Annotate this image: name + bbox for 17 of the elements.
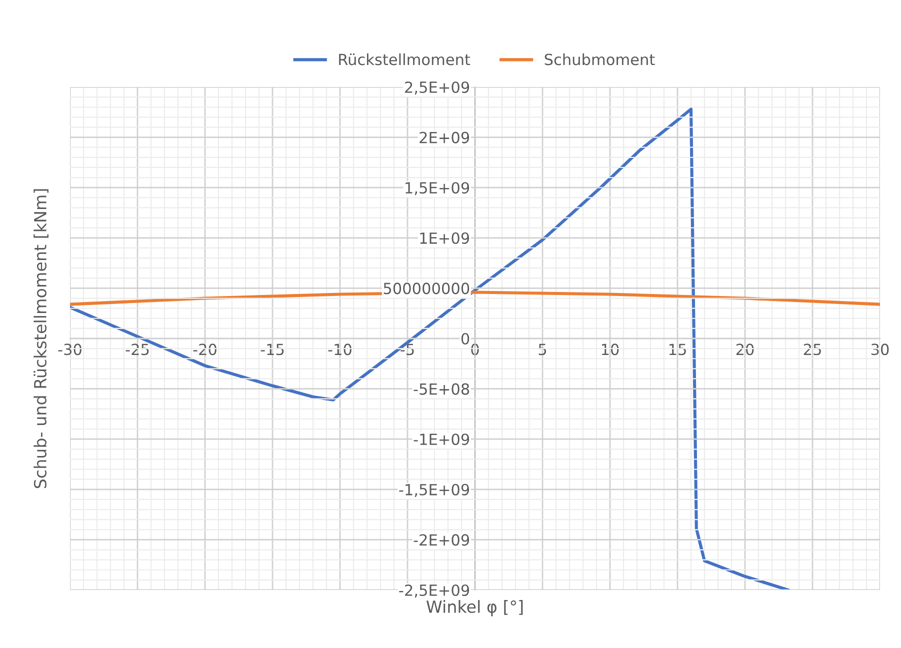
y-axis-title: Schub- und Rückstellmoment [kNm] <box>34 189 48 488</box>
y-tick-label: 500000000 <box>384 282 470 294</box>
y-tick-label: -2E+09 <box>414 534 470 546</box>
y-tick-label: -1E+09 <box>414 434 470 446</box>
x-tick-label: -30 <box>58 344 82 356</box>
y-tick-label: -2,5E+09 <box>399 584 470 598</box>
y-tick-label: 2E+09 <box>420 132 470 144</box>
y-tick-label: 1E+09 <box>420 232 470 244</box>
legend-label: Rückstellmoment <box>339 53 470 66</box>
y-tick-label: -1,5E+09 <box>399 484 470 497</box>
x-axis-title: Winkel φ [°] <box>426 600 523 616</box>
y-tick-label: 0 <box>461 332 470 345</box>
x-tick-label: 30 <box>871 344 889 356</box>
legend-label: Schubmoment <box>544 53 655 66</box>
y-tick-label: 2,5E+09 <box>405 81 470 95</box>
y-tick-label: 1,5E+09 <box>406 182 470 196</box>
y-tick-label: -5E+08 <box>414 383 470 395</box>
